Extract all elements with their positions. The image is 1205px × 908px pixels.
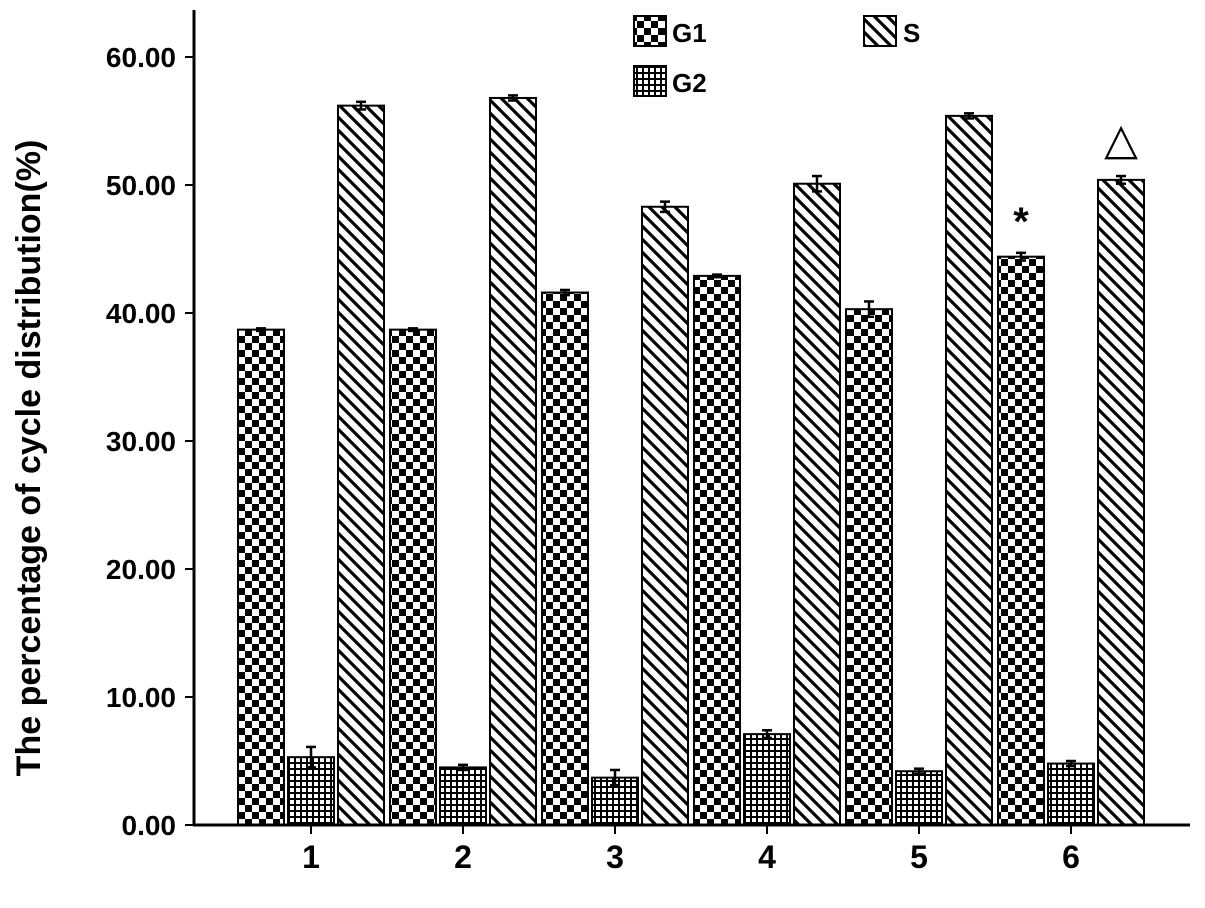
legend-swatch-s [863, 15, 897, 47]
y-tick-label: 60.00 [106, 42, 176, 73]
bar-g1-6 [997, 255, 1045, 826]
x-tick-label: 6 [1062, 839, 1080, 875]
bar-s-3 [641, 205, 689, 826]
bar-s-5 [945, 114, 993, 826]
y-tick-label: 40.00 [106, 298, 176, 329]
x-tick-label: 2 [454, 839, 472, 875]
significance-marker: * [1013, 200, 1029, 244]
x-tick-label: 3 [606, 839, 624, 875]
y-tick-label: 20.00 [106, 554, 176, 585]
annotations: *△ [1013, 115, 1138, 244]
legend-label-g1: G1 [672, 18, 707, 48]
bar-g2-6 [1047, 762, 1095, 826]
significance-marker: △ [1104, 115, 1138, 164]
x-tick-label: 5 [910, 839, 928, 875]
y-tick-label: 50.00 [106, 170, 176, 201]
legend-swatch-g2 [633, 65, 667, 97]
x-tick-label: 1 [302, 839, 320, 875]
legend-label-s: S [903, 18, 920, 48]
bar-s-1 [337, 104, 385, 826]
x-tick-label: 4 [758, 839, 776, 875]
y-axis-title: The percentage of cycle distribution(%) [10, 140, 48, 777]
error-bars [256, 94, 1126, 787]
bar-g1-4 [693, 274, 741, 826]
x-axis-ticks: 1 2 3 4 5 6 [302, 825, 1080, 875]
legend-swatch-g1 [633, 15, 667, 47]
bar-s-2 [489, 96, 537, 826]
y-tick-label: 10.00 [106, 682, 176, 713]
bar-g1-5 [845, 308, 893, 827]
bar-s-4 [793, 182, 841, 827]
y-tick-label: 0.00 [122, 810, 177, 841]
bar-g1-2 [389, 328, 437, 826]
y-tick-label: 30.00 [106, 426, 176, 457]
bar-g2-1 [287, 756, 335, 826]
bars [237, 96, 1145, 827]
bar-g2-2 [439, 766, 487, 827]
y-axis-ticks: 0.00 10.00 20.00 30.00 40.00 50.00 60.00 [106, 42, 194, 841]
bar-g2-5 [895, 770, 943, 826]
bar-g1-3 [541, 291, 589, 826]
legend-label-g2: G2 [672, 68, 707, 98]
legend: G1 G2 S [633, 15, 920, 98]
bar-g1-1 [237, 328, 285, 826]
bar-s-6 [1097, 178, 1145, 826]
bar-g2-4 [743, 733, 791, 826]
